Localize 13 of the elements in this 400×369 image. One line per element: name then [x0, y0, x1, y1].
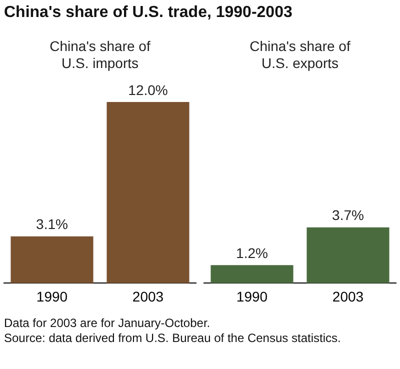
source-note: Source: data derived from U.S. Bureau of the Census statistics. [4, 331, 341, 346]
x-tick-label: 2003 [132, 288, 164, 304]
chart-subtitle: China's share of U.S. exports [248, 38, 352, 73]
x-tick-label: 1990 [236, 288, 268, 304]
chart-title: China's share of U.S. trade, 1990-2003 [4, 4, 292, 22]
data-label: 12.0% [128, 82, 168, 98]
data-label: 1.2% [236, 244, 268, 261]
x-tick-label: 2003 [332, 288, 364, 304]
chart-subtitle: China's share of U.S. imports [48, 38, 152, 73]
text: Data for 2003 are for January-October. [4, 316, 212, 331]
x-tick-label: 1990 [36, 288, 68, 304]
data-label: 3.1% [36, 216, 68, 232]
data-label: 3.7% [332, 207, 364, 224]
